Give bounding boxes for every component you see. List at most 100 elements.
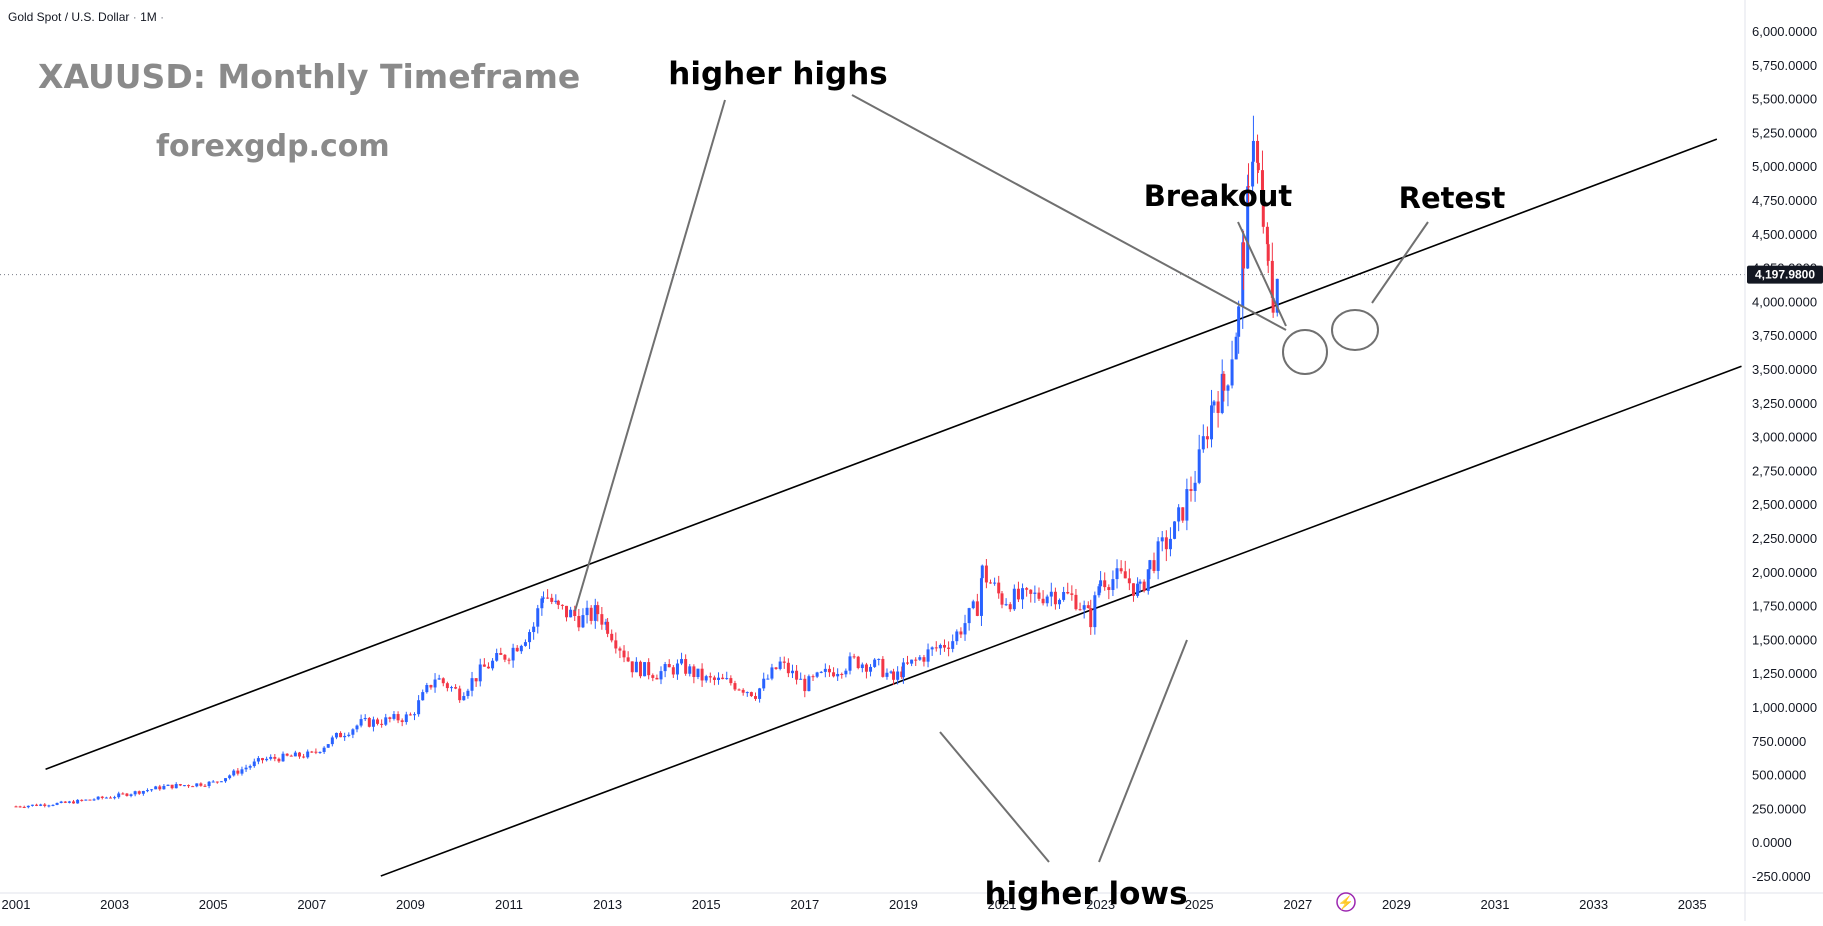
candle-body — [1148, 560, 1152, 570]
candle-body — [770, 667, 774, 679]
candle-body — [1251, 140, 1255, 162]
candle-body — [733, 683, 737, 690]
x-tick-label: 2001 — [2, 897, 31, 912]
candle-body — [947, 647, 951, 649]
candle-body — [1089, 608, 1093, 628]
candle-body — [413, 714, 417, 716]
candle-body — [1234, 336, 1238, 360]
candle-body — [515, 647, 519, 652]
candle-body — [581, 615, 585, 628]
candle-body — [993, 582, 997, 584]
candle-body — [836, 673, 840, 677]
candle-body — [22, 806, 26, 808]
candle-body — [380, 723, 384, 725]
candle-body — [162, 785, 166, 790]
candle-body — [1237, 306, 1241, 337]
candle-body — [388, 717, 392, 719]
candle-body — [306, 751, 310, 758]
candle-body — [593, 605, 597, 621]
y-tick-label: 3,500.0000 — [1752, 362, 1817, 377]
candle-body — [408, 714, 412, 716]
y-tick-label: 6,000.0000 — [1752, 24, 1817, 39]
candle-body — [815, 672, 819, 677]
candle-body — [92, 799, 96, 801]
candle-body — [577, 616, 581, 628]
candle-body — [811, 676, 815, 678]
candle-body — [355, 725, 359, 730]
candle-body — [1142, 581, 1146, 591]
arrow-retest — [1371, 221, 1429, 304]
header-separator-2: · — [160, 10, 165, 24]
candle-body — [72, 801, 76, 804]
candle-body — [692, 666, 696, 678]
candle-body — [655, 677, 659, 680]
upper-channel-line — [45, 138, 1718, 770]
candle-body — [1251, 161, 1255, 187]
candle-body — [232, 770, 236, 776]
candle-body — [367, 717, 371, 727]
candle-body — [1185, 489, 1189, 521]
candle-body — [215, 781, 219, 783]
symbol-header[interactable]: Gold Spot / U.S. Dollar · 1M · — [8, 10, 164, 24]
candle-body — [758, 688, 762, 699]
candle-body — [840, 673, 844, 675]
x-tick-label: 2003 — [100, 897, 129, 912]
lightning-badge-icon — [1336, 892, 1356, 912]
candle-body — [219, 781, 223, 783]
candle-body — [507, 659, 511, 661]
current-price-tag — [1747, 265, 1823, 284]
candle-body — [454, 687, 458, 689]
candle-body — [330, 737, 334, 745]
candle-body — [491, 660, 495, 669]
candle-body — [766, 678, 770, 680]
candle-body — [550, 597, 554, 602]
y-tick-label: 2,250.0000 — [1752, 531, 1817, 546]
candle-body — [1136, 583, 1140, 596]
candle-body — [626, 657, 630, 662]
candle-body — [433, 679, 437, 688]
candle-body — [1008, 604, 1012, 610]
candle-body — [832, 672, 836, 677]
candle-body — [630, 661, 634, 673]
candle-body — [117, 793, 121, 798]
candle-body — [187, 785, 191, 787]
candle-body — [269, 756, 273, 759]
candle-body — [1256, 162, 1260, 171]
candle-body — [1016, 588, 1020, 600]
candle-body — [310, 751, 314, 753]
candle-body — [503, 654, 507, 660]
x-tick-label: 2015 — [692, 897, 721, 912]
candle-body — [1265, 226, 1269, 245]
candle-body — [145, 790, 149, 792]
y-tick-label: 5,500.0000 — [1752, 92, 1817, 107]
higher-lows-label: higher lows — [984, 876, 1187, 912]
candle-body — [347, 734, 351, 736]
candle-body — [248, 766, 252, 768]
candle-body — [297, 752, 301, 757]
candle-body — [1053, 591, 1057, 605]
candle-body — [261, 758, 264, 761]
candle-body — [236, 770, 240, 774]
candle-body — [1241, 242, 1245, 307]
breakout-label: Breakout — [1144, 179, 1293, 213]
candle-body — [573, 609, 577, 617]
candle-body — [671, 667, 675, 675]
candle-body — [1037, 592, 1041, 599]
candle-body — [1193, 482, 1197, 491]
candle-body — [252, 761, 256, 767]
interval-label[interactable]: 1M — [140, 10, 157, 24]
candle-body — [1270, 260, 1274, 298]
candle-body — [67, 801, 71, 803]
candle-body — [877, 658, 881, 660]
candle-body — [314, 751, 318, 753]
x-tick-label: 2009 — [396, 897, 425, 912]
candle-body — [482, 664, 486, 667]
candle-body — [700, 668, 704, 681]
candle-body — [240, 769, 244, 774]
candle-body — [696, 668, 700, 678]
candle-body — [896, 671, 900, 680]
candle-body — [203, 785, 207, 787]
candle-body — [667, 664, 671, 668]
